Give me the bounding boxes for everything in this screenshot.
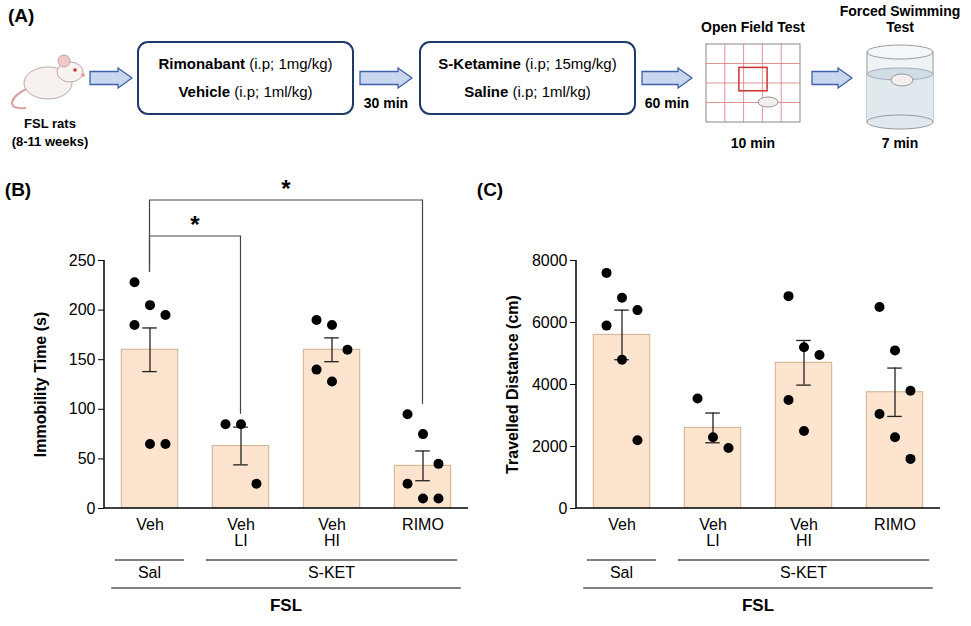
svg-text:FSL rats: FSL rats (24, 116, 76, 131)
svg-text:Sal: Sal (138, 564, 161, 581)
svg-text:100: 100 (69, 400, 96, 417)
svg-text:10 min: 10 min (731, 135, 775, 151)
svg-text:150: 150 (69, 351, 96, 368)
svg-text:VehLI: VehLI (699, 516, 727, 549)
svg-text:(C): (C) (477, 179, 503, 200)
svg-text:Saline (i.p; 1ml/kg): Saline (i.p; 1ml/kg) (464, 83, 591, 100)
svg-text:VehLI: VehLI (227, 516, 255, 549)
svg-text:RIMO: RIMO (402, 516, 444, 533)
svg-text:*: * (190, 211, 200, 238)
svg-text:Immobility Time (s): Immobility Time (s) (32, 312, 49, 458)
svg-text:FSL: FSL (270, 596, 302, 615)
svg-text:60 min: 60 min (645, 95, 689, 111)
svg-text:Vehicle (i.p; 1ml/kg): Vehicle (i.p; 1ml/kg) (178, 83, 312, 100)
svg-text:0: 0 (559, 500, 568, 517)
svg-text:Veh: Veh (136, 516, 164, 533)
svg-text:VehHI: VehHI (318, 516, 346, 549)
svg-text:S-KET: S-KET (308, 564, 355, 581)
svg-text:Forced Swimming: Forced Swimming (840, 3, 961, 19)
svg-text:8000: 8000 (532, 252, 568, 269)
svg-text:Test: Test (886, 19, 914, 35)
svg-text:200: 200 (69, 301, 96, 318)
svg-text:RIMO: RIMO (874, 516, 916, 533)
svg-text:FSL: FSL (742, 596, 774, 615)
svg-text:2000: 2000 (532, 438, 568, 455)
svg-text:30 min: 30 min (364, 95, 408, 111)
svg-text:S-KET: S-KET (780, 564, 827, 581)
svg-text:(8-11 weeks): (8-11 weeks) (12, 134, 89, 149)
svg-text:S-Ketamine (i.p; 15mg/kg): S-Ketamine (i.p; 15mg/kg) (438, 55, 616, 72)
svg-text:Rimonabant (i.p; 1mg/kg): Rimonabant (i.p; 1mg/kg) (158, 55, 332, 72)
svg-text:VehHI: VehHI (790, 516, 818, 549)
svg-text:Travelled Distance (cm): Travelled Distance (cm) (504, 295, 521, 474)
svg-text:(A): (A) (8, 5, 34, 26)
svg-text:50: 50 (78, 450, 96, 467)
svg-text:4000: 4000 (532, 376, 568, 393)
svg-text:7 min: 7 min (882, 135, 919, 151)
svg-text:*: * (281, 175, 291, 202)
svg-text:Sal: Sal (610, 564, 633, 581)
svg-text:Veh: Veh (608, 516, 636, 533)
svg-text:Open Field Test: Open Field Test (701, 19, 805, 35)
svg-text:(B): (B) (5, 179, 31, 200)
svg-text:0: 0 (87, 500, 96, 517)
svg-text:6000: 6000 (532, 314, 568, 331)
svg-text:250: 250 (69, 252, 96, 269)
